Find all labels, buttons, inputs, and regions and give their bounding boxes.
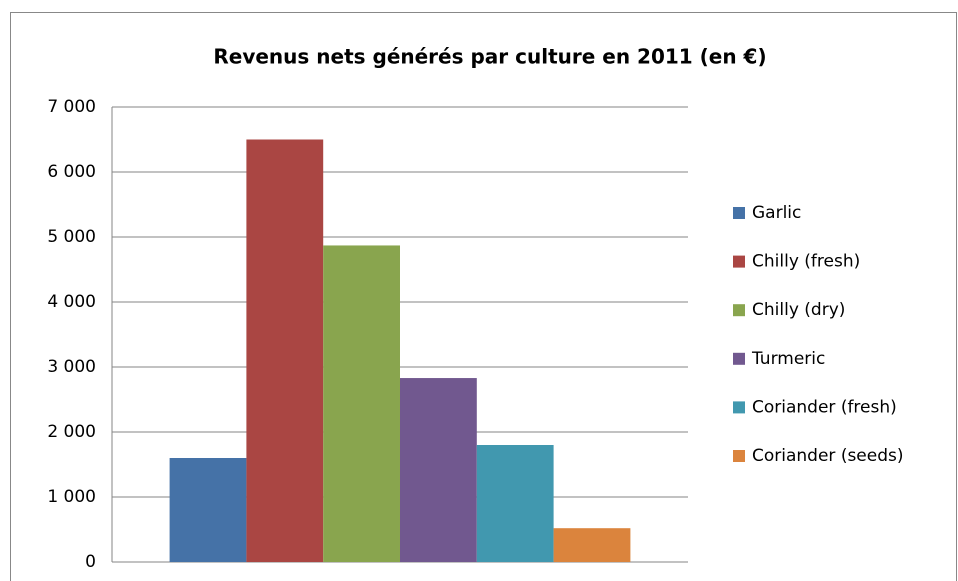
chart-title: Revenus nets générés par culture en 2011… [213,45,766,69]
y-tick-label: 4 000 [47,292,96,312]
legend-swatch [733,450,745,462]
bar [476,445,554,562]
legend-swatch [733,304,745,317]
y-tick-label: 7 000 [47,97,96,117]
bar [553,528,631,562]
bar [400,378,477,562]
y-tick-label: 3 000 [47,357,96,377]
legend-label: Garlic [752,203,801,223]
y-tick-label: 1 000 [47,487,96,507]
y-tick-label: 0 [85,552,96,572]
legend-label: Coriander (fresh) [752,397,897,417]
bar [246,139,324,562]
legend-label: Chilly (dry) [752,300,845,320]
bar [323,245,400,562]
legend-swatch [733,255,745,268]
legend-swatch [733,401,745,414]
y-tick-label: 5 000 [47,227,96,247]
legend-label: Turmeric [751,349,825,369]
bar [169,458,247,562]
legend-swatch [733,352,745,365]
legend-swatch [733,207,745,219]
legend-label: Chilly (fresh) [752,252,860,272]
y-tick-label: 6 000 [47,162,96,182]
legend-label: Coriander (seeds) [752,446,904,466]
y-tick-label: 2 000 [47,422,96,442]
